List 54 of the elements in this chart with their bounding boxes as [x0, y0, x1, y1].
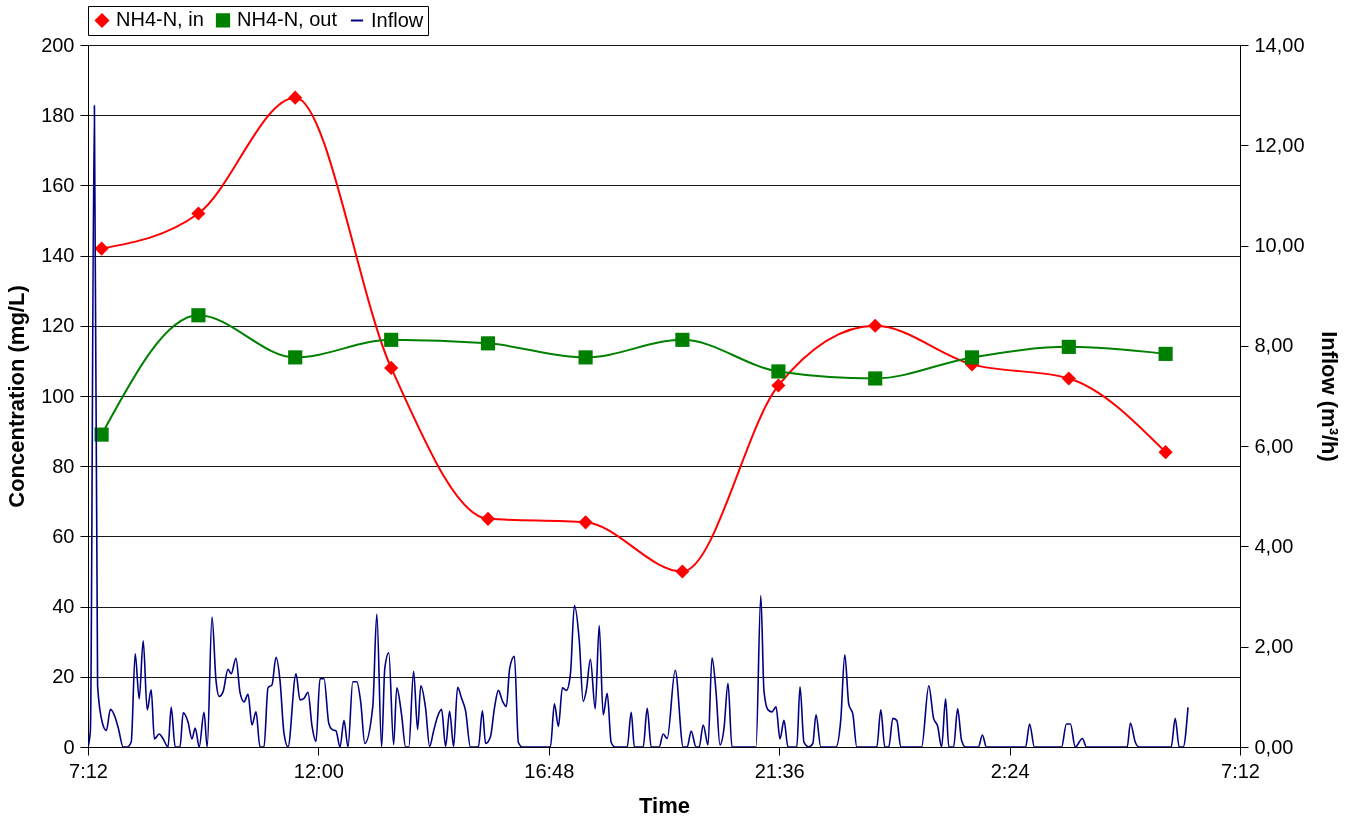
- x-axis-title: Time: [639, 792, 690, 818]
- point: [288, 90, 303, 105]
- point: [675, 564, 690, 579]
- x-tick-label: 21:36: [754, 759, 805, 782]
- point: [868, 318, 883, 333]
- point: [288, 350, 303, 365]
- point: [1061, 339, 1076, 354]
- y2-tick-label: 8,00: [1254, 334, 1294, 357]
- point: [480, 511, 496, 526]
- point: [384, 360, 399, 375]
- point: [868, 371, 883, 386]
- y2-tick-label: 14,00: [1254, 33, 1305, 56]
- y-tick-label: 80: [52, 454, 75, 477]
- x-tick-label: 12:00: [293, 759, 344, 782]
- y-tick-label: 120: [41, 314, 75, 337]
- y-tick-label: 200: [41, 33, 75, 56]
- point: [191, 308, 206, 323]
- y2-tick-label: 12,00: [1254, 133, 1305, 156]
- point: [675, 332, 690, 347]
- y2-axis-title: Inflow (m³/h): [1316, 331, 1342, 462]
- point: [1158, 346, 1173, 361]
- y-tick-label: 0: [63, 735, 75, 758]
- line-series: [88, 104, 1189, 747]
- point: [191, 206, 206, 221]
- y-tick-label: 160: [41, 173, 75, 196]
- point: [771, 378, 786, 393]
- point: [964, 350, 980, 365]
- point: [1158, 445, 1173, 460]
- point: [578, 515, 593, 530]
- x-tick-label: 2:24: [990, 759, 1030, 782]
- y-tick-label: 20: [52, 665, 75, 688]
- y-tick-label: 140: [41, 244, 75, 267]
- point: [1061, 371, 1076, 386]
- x-tick-label: 16:48: [524, 759, 575, 782]
- x-tick-label: 7:12: [1221, 759, 1260, 782]
- x-tick-label: 7:12: [69, 759, 108, 782]
- y2-tick-label: 4,00: [1254, 534, 1294, 557]
- y2-tick-label: 6,00: [1254, 434, 1294, 457]
- y-tick-label: 180: [41, 103, 75, 126]
- point: [578, 350, 593, 365]
- point: [384, 332, 399, 347]
- y-axis-title: Concentration (mg/L): [4, 285, 30, 508]
- point: [480, 336, 496, 351]
- y-tick-label: 60: [52, 524, 75, 547]
- y-tick-label: 100: [41, 384, 75, 407]
- y2-tick-label: 2,00: [1254, 635, 1294, 658]
- point: [771, 364, 786, 379]
- y-tick-label: 40: [52, 595, 75, 618]
- y2-tick-label: 0,00: [1254, 735, 1294, 758]
- point: [94, 241, 109, 256]
- legend-label: Inflow: [371, 8, 424, 31]
- legend-label: NH4-N, in: [116, 8, 204, 31]
- y2-tick-label: 10,00: [1254, 234, 1305, 257]
- legend-label: NH4-N, out: [237, 8, 338, 31]
